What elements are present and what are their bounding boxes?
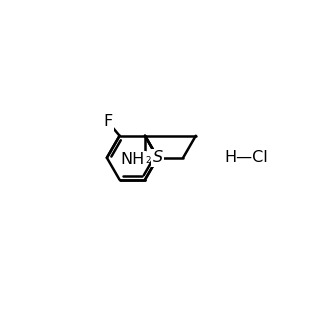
Text: NH: NH — [121, 152, 145, 167]
Text: S: S — [153, 150, 163, 165]
Text: H—Cl: H—Cl — [225, 150, 269, 165]
Text: $_2$: $_2$ — [145, 153, 152, 166]
Text: F: F — [103, 114, 113, 129]
